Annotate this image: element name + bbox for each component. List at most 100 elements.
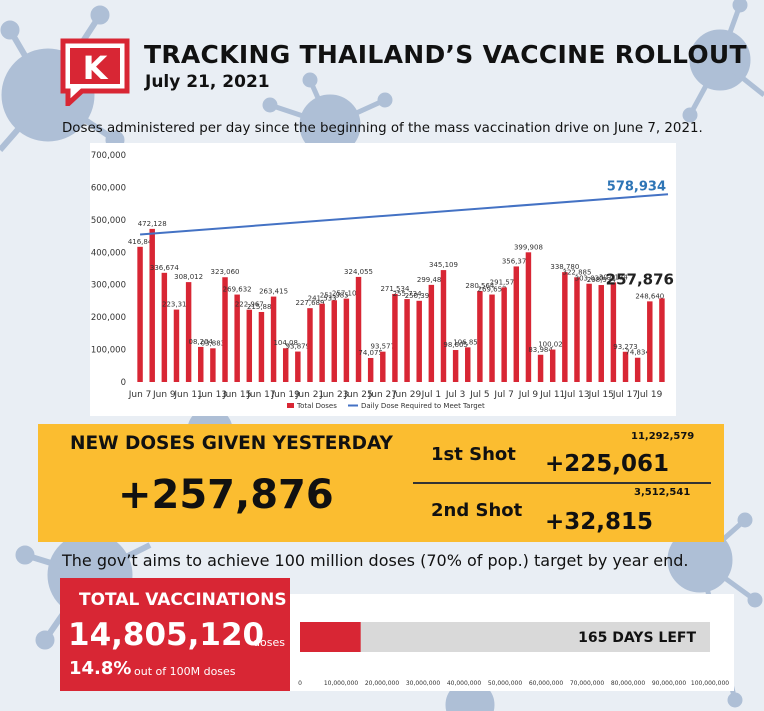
y-tick-label: 700,000 bbox=[91, 151, 126, 161]
dose-bar bbox=[198, 346, 204, 382]
x-tick-label: Jun 23 bbox=[319, 390, 348, 400]
x-tick-label: Jul 7 bbox=[493, 390, 513, 400]
bar-data-label: 308,012 bbox=[174, 273, 203, 281]
dose-bar bbox=[574, 277, 580, 382]
x-tick-label: Jun 25 bbox=[343, 390, 372, 400]
dose-bar bbox=[622, 351, 629, 382]
x-tick-label: Jul 19 bbox=[636, 390, 662, 400]
x-tick-label: Jun 7 bbox=[128, 390, 152, 400]
bar-data-label: 257,103 bbox=[332, 290, 361, 298]
progress-tick-label: 30,000,000 bbox=[406, 680, 441, 687]
x-tick-label: Jun 27 bbox=[368, 390, 397, 400]
x-tick-label: Jun 13 bbox=[198, 390, 227, 400]
progress-tick-label: 60,000,000 bbox=[529, 680, 564, 687]
x-tick-label: Jun 21 bbox=[295, 390, 324, 400]
dose-bar bbox=[404, 299, 410, 382]
y-tick-label: 100,000 bbox=[91, 346, 126, 356]
dose-bar bbox=[428, 284, 435, 382]
x-tick-label: Jun 17 bbox=[246, 390, 275, 400]
bar-data-label: 269,657 bbox=[478, 286, 507, 294]
legend-label-line: Daily Dose Required to Meet Target bbox=[361, 402, 485, 410]
dose-bar bbox=[234, 294, 240, 382]
dose-bar bbox=[598, 285, 604, 382]
dose-bar bbox=[537, 354, 544, 382]
dose-bar bbox=[161, 272, 168, 382]
dose-bar bbox=[659, 298, 665, 382]
dose-bar bbox=[610, 282, 617, 382]
dose-bar bbox=[355, 276, 362, 382]
x-tick-label: Jun 9 bbox=[152, 390, 176, 400]
dose-bar bbox=[501, 287, 507, 382]
bar-data-label: 323,060 bbox=[211, 268, 240, 276]
x-tick-label: Jul 1 bbox=[421, 390, 441, 400]
bar-data-label: 222,967 bbox=[235, 301, 264, 309]
dose-bar bbox=[185, 282, 192, 382]
progress-tick-label: 50,000,000 bbox=[488, 680, 523, 687]
total-vaccinations-panel bbox=[60, 578, 290, 691]
bar-data-label: 255,734 bbox=[393, 290, 422, 298]
progress-tick-label: 90,000,000 bbox=[652, 680, 687, 687]
dose-bar bbox=[343, 298, 350, 382]
target-statement: The gov’t aims to achieve 100 million do… bbox=[62, 551, 689, 570]
bar-data-label: 280,564 bbox=[465, 282, 494, 290]
new-doses-label: NEW DOSES GIVEN YESTERDAY bbox=[70, 433, 393, 454]
progress-tick-label: 40,000,000 bbox=[447, 680, 482, 687]
bar-data-label: 93,273 bbox=[613, 343, 638, 351]
second-shot-total: 3,512,541 bbox=[634, 487, 691, 498]
bar-data-label: 03,883 bbox=[201, 339, 226, 347]
first-shot-label: 1st Shot bbox=[431, 444, 516, 465]
total-vaccinations-percent: 14.8% bbox=[69, 658, 132, 679]
y-tick-label: 300,000 bbox=[91, 281, 126, 291]
dose-bar bbox=[525, 252, 532, 382]
page-title: TRACKING THAILAND’S VACCINE ROLLOUT bbox=[144, 40, 747, 69]
target-line bbox=[139, 193, 669, 236]
bar-data-label: 324,055 bbox=[344, 268, 373, 276]
dose-bar bbox=[647, 301, 653, 382]
x-tick-label: Jun 11 bbox=[173, 390, 202, 400]
bar-data-label: 271,534 bbox=[380, 285, 409, 293]
bar-data-label: 399,908 bbox=[514, 243, 543, 251]
k-logo: K bbox=[60, 38, 130, 106]
chart-subtitle: Doses administered per day since the beg… bbox=[62, 121, 703, 136]
bar-data-label: 227,689 bbox=[296, 299, 325, 307]
x-tick-label: Jun 29 bbox=[392, 390, 422, 400]
dose-bar bbox=[270, 296, 277, 382]
dose-bar bbox=[392, 293, 398, 382]
progress-track bbox=[300, 622, 710, 652]
bar-data-label: 345,109 bbox=[429, 261, 458, 269]
dose-bar bbox=[367, 357, 374, 382]
bar-data-label: 241,533 bbox=[308, 295, 337, 303]
legend-label-bars: Total Doses bbox=[296, 402, 337, 410]
bar-data-label: 303,030 bbox=[575, 275, 604, 283]
x-tick-label: Jul 5 bbox=[469, 390, 489, 400]
x-tick-label: Jul 17 bbox=[612, 390, 638, 400]
dose-bar bbox=[380, 351, 386, 382]
bar-data-label: 416,84 bbox=[128, 238, 153, 246]
bar-data-label: 322,885 bbox=[563, 268, 592, 276]
dose-bar bbox=[258, 311, 265, 382]
dose-bar bbox=[634, 357, 641, 382]
bar-data-label: 215,889 bbox=[247, 303, 276, 311]
bar-data-label: 100,029 bbox=[538, 341, 567, 349]
progress-bar-chart: 165 DAYS LEFT 0 10,000,000 20,000,000 30,000… bbox=[298, 622, 729, 687]
dose-bar bbox=[477, 291, 483, 382]
logo-letter: K bbox=[83, 49, 109, 87]
x-tick-label: Jul 11 bbox=[539, 390, 565, 400]
bar-data-label: 83,984 bbox=[528, 346, 553, 354]
y-tick-label: 600,000 bbox=[91, 183, 126, 193]
last-bar-label: 257,876 bbox=[606, 270, 674, 288]
dose-bar bbox=[489, 294, 495, 382]
dose-bar bbox=[282, 348, 289, 382]
chart-panel: 0 100,000 200,000 300,000 400,000 500,000 600,… bbox=[90, 143, 676, 416]
bar-data-label: 299,485 bbox=[417, 276, 446, 284]
progress-fill bbox=[300, 622, 361, 652]
x-tick-label: Jul 13 bbox=[563, 390, 589, 400]
first-shot-total: 11,292,579 bbox=[631, 431, 695, 442]
dose-bar bbox=[452, 350, 459, 382]
shot-divider bbox=[413, 482, 711, 484]
progress-tick-label: 0 bbox=[298, 680, 302, 687]
dose-bar bbox=[210, 348, 216, 382]
bar-data-label: 356,378 bbox=[502, 257, 531, 265]
x-tick-label: Jun 15 bbox=[222, 390, 251, 400]
total-vaccinations-unit: doses bbox=[253, 636, 285, 649]
